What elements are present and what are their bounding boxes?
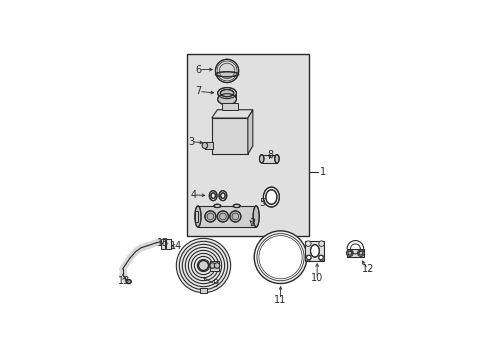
Ellipse shape <box>310 244 319 257</box>
Bar <box>305 241 324 261</box>
Ellipse shape <box>265 190 276 204</box>
Bar <box>346 249 363 257</box>
Text: 9: 9 <box>212 279 218 289</box>
Bar <box>198 206 256 227</box>
Ellipse shape <box>274 155 279 163</box>
Ellipse shape <box>215 72 238 77</box>
Circle shape <box>305 255 310 261</box>
Ellipse shape <box>195 206 201 227</box>
Text: 14: 14 <box>170 241 182 251</box>
Circle shape <box>204 211 216 222</box>
Text: 11: 11 <box>274 294 286 305</box>
Text: 15: 15 <box>156 238 168 248</box>
Ellipse shape <box>259 155 264 163</box>
Ellipse shape <box>202 143 207 149</box>
Circle shape <box>357 250 364 256</box>
Circle shape <box>346 250 352 256</box>
Ellipse shape <box>213 204 221 208</box>
Ellipse shape <box>220 90 233 97</box>
Bar <box>210 261 219 270</box>
Circle shape <box>209 263 215 268</box>
Text: 5: 5 <box>259 198 265 208</box>
Circle shape <box>214 263 220 268</box>
Text: 1: 1 <box>319 167 325 177</box>
Circle shape <box>318 241 324 246</box>
Bar <box>221 103 238 110</box>
Text: 12: 12 <box>361 264 373 274</box>
Ellipse shape <box>233 204 240 208</box>
Bar <box>261 155 276 163</box>
Circle shape <box>254 231 306 284</box>
Bar <box>200 288 206 293</box>
Text: 6: 6 <box>195 64 202 75</box>
Bar <box>211 118 247 154</box>
Circle shape <box>318 255 324 261</box>
Bar <box>194 211 198 222</box>
Circle shape <box>305 241 310 246</box>
Circle shape <box>229 211 241 222</box>
Ellipse shape <box>219 191 226 201</box>
Circle shape <box>198 261 208 270</box>
Ellipse shape <box>253 206 259 227</box>
Text: 2: 2 <box>248 218 255 228</box>
Ellipse shape <box>263 187 279 207</box>
Bar <box>161 239 164 249</box>
Text: 4: 4 <box>190 190 197 200</box>
Polygon shape <box>211 110 252 118</box>
Text: 8: 8 <box>266 150 272 161</box>
Bar <box>165 239 170 249</box>
Circle shape <box>257 234 304 281</box>
Ellipse shape <box>210 193 215 198</box>
Ellipse shape <box>220 193 224 198</box>
Circle shape <box>176 238 230 293</box>
Circle shape <box>306 255 310 260</box>
Ellipse shape <box>126 280 131 284</box>
Text: 7: 7 <box>195 86 202 96</box>
Circle shape <box>215 59 238 82</box>
Circle shape <box>217 211 228 222</box>
Text: 10: 10 <box>310 273 323 283</box>
Bar <box>186 54 308 236</box>
Ellipse shape <box>217 94 236 105</box>
Circle shape <box>318 255 323 260</box>
Ellipse shape <box>209 191 217 201</box>
Text: 3: 3 <box>187 136 194 147</box>
Text: 13: 13 <box>117 276 129 286</box>
Polygon shape <box>247 110 252 154</box>
Bar <box>204 143 212 149</box>
Ellipse shape <box>217 87 236 99</box>
